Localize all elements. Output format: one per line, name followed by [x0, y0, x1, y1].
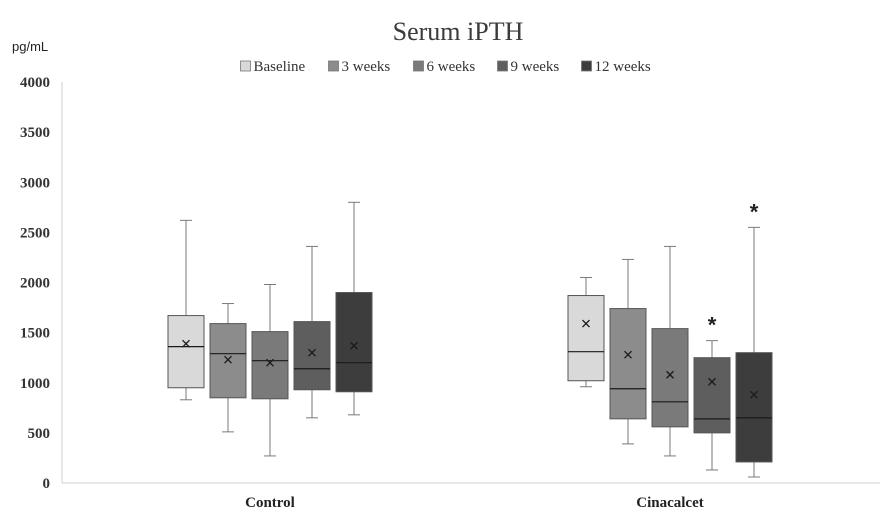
legend-swatch [497, 60, 508, 72]
annotations: ** [708, 199, 759, 337]
mean-marker [308, 348, 316, 357]
y-tick-label: 3500 [20, 125, 50, 141]
y-tick-label: 2500 [20, 225, 50, 241]
box-3-weeks-control [209, 303, 247, 433]
iqr-box [693, 357, 731, 434]
y-tick-label: 4000 [20, 75, 50, 91]
box-plots [167, 201, 773, 478]
box-9-weeks-cinacalcet [693, 340, 731, 471]
legend-item-baseline: Baseline [240, 59, 306, 75]
axes: 0 500 1000 1500 2000 2500 3000 3500 4000 Control C… [20, 75, 880, 511]
y-tick-label: 0 [43, 476, 51, 492]
legend-item-9-weeks: 9 weeks [497, 59, 560, 75]
box-6-weeks-cinacalcet [651, 245, 689, 457]
legend-label: Baseline [254, 59, 306, 75]
box-baseline-cinacalcet [567, 276, 605, 388]
iqr-box [609, 308, 647, 420]
mean-marker [266, 358, 274, 367]
legend-item-6-weeks: 6 weeks [413, 59, 476, 75]
iqr-box [293, 321, 331, 391]
mean-marker [182, 339, 190, 348]
legend-label: 6 weeks [427, 59, 476, 75]
mean-marker [708, 377, 716, 386]
box-baseline-control [167, 219, 205, 401]
iqr-box [209, 323, 247, 399]
box-3-weeks-cinacalcet [609, 258, 647, 445]
mean-marker [582, 319, 590, 328]
iqr-box [167, 315, 205, 389]
legend-item-3-weeks: 3 weeks [328, 59, 391, 75]
iqr-box [251, 331, 289, 400]
legend-swatch [240, 60, 251, 72]
legend-swatch [581, 60, 592, 72]
iqr-box [335, 292, 373, 393]
mean-marker [750, 390, 758, 399]
significance-asterisk: * [708, 313, 717, 338]
x-category-label: Control [245, 495, 295, 511]
mean-marker [666, 370, 674, 379]
y-tick-label: 3000 [20, 175, 50, 191]
iqr-box [735, 352, 773, 463]
chart-title: Serum iPTH [393, 17, 524, 46]
legend-swatch [328, 60, 339, 72]
y-tick-label: 1500 [20, 326, 50, 342]
box-12-weeks-cinacalcet [735, 226, 773, 478]
y-tick-label: 2000 [20, 276, 50, 292]
legend-item-12-weeks: 12 weeks [581, 59, 651, 75]
box-9-weeks-control [293, 245, 331, 419]
y-tick-label: 1000 [20, 376, 50, 392]
iqr-box [651, 328, 689, 428]
y-tick-label: 500 [28, 426, 51, 442]
mean-marker [350, 341, 358, 350]
mean-marker [224, 355, 232, 364]
legend: Baseline 3 weeks 6 weeks 9 weeks 12 weeks [240, 59, 651, 75]
y-axis-unit-label: pg/mL [12, 39, 48, 54]
legend-label: 3 weeks [342, 59, 391, 75]
box-6-weeks-control [251, 284, 289, 457]
iqr-box [567, 295, 605, 382]
legend-label: 9 weeks [511, 59, 560, 75]
legend-label: 12 weeks [595, 59, 651, 75]
x-category-label: Cinacalcet [636, 495, 703, 511]
significance-asterisk: * [750, 199, 759, 224]
legend-swatch [413, 60, 424, 72]
mean-marker [624, 350, 632, 359]
box-12-weeks-control [335, 201, 373, 416]
